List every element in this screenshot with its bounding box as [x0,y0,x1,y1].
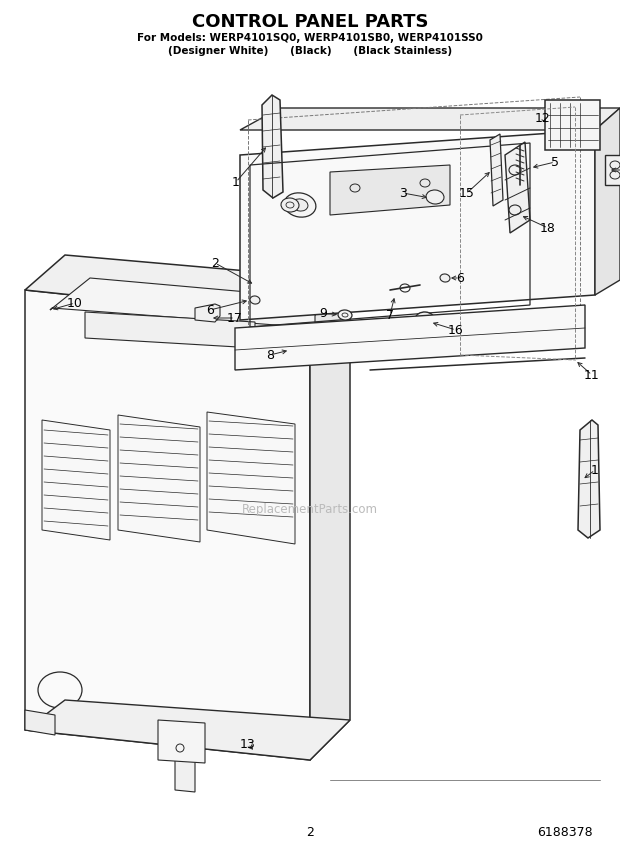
Polygon shape [85,312,255,348]
Polygon shape [545,100,600,150]
Text: 9: 9 [319,306,327,319]
Ellipse shape [281,198,299,212]
Polygon shape [207,412,295,544]
Polygon shape [25,710,55,735]
Polygon shape [310,280,350,760]
Text: 6: 6 [456,271,464,284]
Text: For Models: WERP4101SQ0, WERP4101SB0, WERP4101SS0: For Models: WERP4101SQ0, WERP4101SB0, WE… [137,33,483,43]
Polygon shape [595,108,620,295]
Text: 10: 10 [67,296,83,310]
Polygon shape [25,700,350,760]
Polygon shape [175,755,195,792]
Text: 6: 6 [206,304,214,317]
Polygon shape [240,130,595,320]
Polygon shape [605,155,620,185]
Polygon shape [42,420,110,540]
Text: 12: 12 [535,111,551,124]
Text: 17: 17 [227,312,243,324]
Polygon shape [262,95,283,198]
Text: 5: 5 [551,156,559,169]
Polygon shape [330,165,450,215]
Text: 1: 1 [591,463,599,477]
Polygon shape [118,415,200,542]
Polygon shape [158,720,205,763]
Text: (Designer White)      (Black)      (Black Stainless): (Designer White) (Black) (Black Stainles… [168,46,452,56]
Polygon shape [240,108,620,130]
Text: 18: 18 [540,222,556,235]
Text: 16: 16 [448,324,464,336]
Text: CONTROL PANEL PARTS: CONTROL PANEL PARTS [192,13,428,31]
Text: 3: 3 [399,187,407,199]
Ellipse shape [284,193,316,217]
Polygon shape [578,420,600,538]
Text: 11: 11 [584,368,600,382]
Ellipse shape [415,312,435,328]
Polygon shape [505,142,530,233]
Ellipse shape [440,274,450,282]
Polygon shape [25,290,310,760]
Polygon shape [195,304,220,322]
Polygon shape [50,278,315,328]
Text: 8: 8 [266,348,274,361]
Text: 13: 13 [240,738,256,751]
Text: 15: 15 [459,187,475,199]
Polygon shape [490,134,503,206]
Ellipse shape [38,672,82,708]
Ellipse shape [292,199,308,211]
Polygon shape [235,305,585,370]
Text: 1: 1 [232,175,240,188]
Text: 6188378: 6188378 [537,827,593,840]
Ellipse shape [426,190,444,204]
Text: ReplacementParts.com: ReplacementParts.com [242,503,378,516]
Ellipse shape [338,310,352,320]
Text: 2: 2 [306,827,314,840]
Ellipse shape [250,296,260,304]
Text: 7: 7 [386,308,394,322]
Text: 2: 2 [211,257,219,270]
Polygon shape [25,255,350,320]
